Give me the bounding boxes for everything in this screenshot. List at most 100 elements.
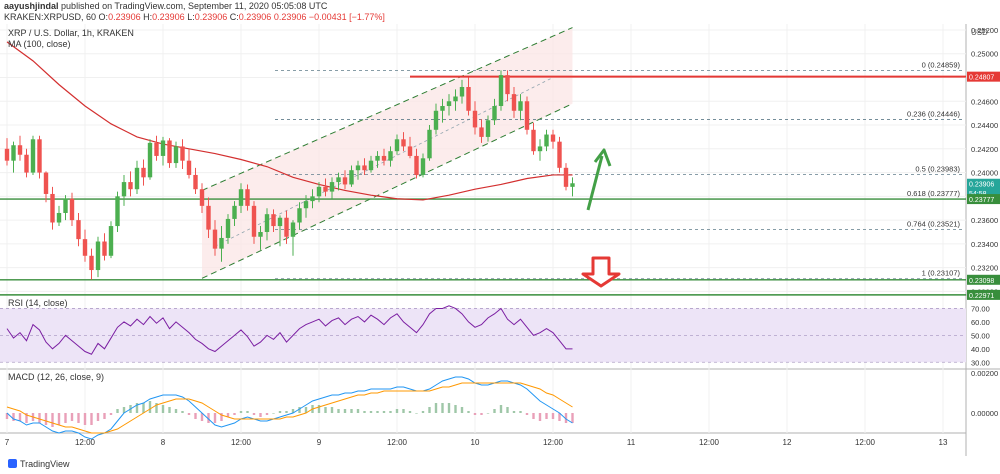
macd-histogram-bar <box>382 411 386 413</box>
candle-body <box>420 158 426 175</box>
macd-histogram-bar <box>226 413 230 417</box>
candle-body <box>505 75 510 95</box>
c-value: 0.23906 <box>238 12 272 22</box>
candle <box>199 183 205 213</box>
candle <box>37 135 42 179</box>
price-tick-label: 0.25200 <box>971 26 998 35</box>
price-tag <box>967 289 1000 300</box>
macd-histogram-bar <box>272 413 275 414</box>
macd-tick-label: 0.00200 <box>971 369 998 378</box>
o-value: 0.23906 <box>108 12 141 22</box>
macd-histogram-bar <box>200 413 204 421</box>
macd-histogram-bar <box>434 403 438 413</box>
candle <box>407 136 413 159</box>
macd-histogram-bar <box>571 413 574 423</box>
candle <box>24 148 29 178</box>
candle <box>89 248 94 280</box>
fib-level-label: 1 (0.23107) <box>922 269 961 278</box>
candle <box>394 134 400 155</box>
candle-body <box>82 239 88 256</box>
overlays: 0 (0.24859) 0.236 (0.24446) 0.5 (0.23983) 0… <box>0 27 966 296</box>
fib-level-label: 0.764 (0.23521) <box>907 220 960 229</box>
time-tick-label: 12:00 <box>231 438 252 447</box>
trading-chart[interactable]: 0 (0.24859) 0.236 (0.24446) 0.5 (0.23983) 0… <box>0 24 1000 456</box>
candle-body <box>485 120 491 137</box>
candle <box>479 119 484 143</box>
candle <box>472 101 478 135</box>
candle <box>232 201 237 227</box>
ma100-line <box>6 41 573 201</box>
candle <box>570 177 575 197</box>
candle <box>160 136 166 166</box>
candle-body <box>134 167 140 190</box>
candle-body <box>440 106 445 111</box>
macd-histogram-bar <box>525 413 529 415</box>
candle-body <box>173 146 179 164</box>
candle-body <box>50 193 55 223</box>
macd-histogram-bar <box>233 413 236 415</box>
candle <box>271 209 276 233</box>
candle <box>212 220 218 256</box>
candles <box>4 70 575 280</box>
publisher-name[interactable]: aayushjindal <box>4 1 59 11</box>
macd-histogram-bar <box>506 407 509 413</box>
brand-label[interactable]: TradingView <box>20 459 70 469</box>
macd-histogram-bar <box>564 413 568 423</box>
l-label: L: <box>187 12 195 22</box>
macd-histogram-bar <box>447 403 451 413</box>
macd-histogram-bar <box>142 403 145 413</box>
candle <box>245 184 250 211</box>
price-tick-label: 0.23200 <box>971 264 998 273</box>
macd-histogram-bar <box>174 409 178 413</box>
candle-body <box>108 226 114 256</box>
candle-body <box>362 165 367 171</box>
macd-histogram-bar <box>551 413 555 419</box>
candle <box>498 70 504 111</box>
macd-histogram-bar <box>304 407 308 413</box>
candle <box>186 148 192 179</box>
macd-pane <box>5 376 574 440</box>
main-title: XRP / U.S. Dollar, 1h, KRAKEN <box>8 28 134 38</box>
candle <box>63 195 68 221</box>
macd-histogram-bar <box>44 413 48 425</box>
macd-histogram-bar <box>486 413 490 414</box>
candle-body <box>479 127 484 137</box>
candle-body <box>193 174 198 190</box>
candle <box>251 201 257 244</box>
macd-histogram-bar <box>103 413 106 419</box>
candle-body <box>349 170 354 185</box>
candle <box>297 202 302 230</box>
candle <box>433 103 439 135</box>
macd-histogram-bar <box>363 411 366 413</box>
macd-histogram-bar <box>356 409 360 413</box>
macd-histogram-bar <box>259 413 262 417</box>
macd-histogram-bar <box>317 405 321 413</box>
candle <box>388 146 393 167</box>
h-value: 0.23906 <box>152 12 185 22</box>
macd-histogram-bar <box>168 407 171 413</box>
chart-header: aayushjindal published on TradingView.co… <box>0 0 1000 24</box>
macd-histogram-bar <box>538 413 542 421</box>
macd-histogram-bar <box>135 403 139 413</box>
price-tick-label: 0.23400 <box>971 240 998 249</box>
macd-histogram-bar <box>493 409 496 413</box>
price-tick-label: 0.23600 <box>971 216 998 225</box>
time-tick-label: 12:00 <box>855 438 876 447</box>
candle-body <box>251 205 257 237</box>
candle-body <box>206 205 211 230</box>
time-tick-label: 7 <box>5 438 10 447</box>
macd-histogram-bar <box>12 413 15 421</box>
time-tick-label: 12:00 <box>699 438 720 447</box>
price-tag-label: 0.22971 <box>969 293 994 300</box>
candle <box>505 70 510 102</box>
ohlc-line: KRAKEN:XRPUSD, 60 O:0.23906 H:0.23906 L:… <box>4 12 385 22</box>
published-text: published on TradingView.com, September … <box>61 1 328 11</box>
currency-label: USD <box>971 28 988 37</box>
rsi-tick-label: 50.00 <box>971 331 990 340</box>
channel-lower-line <box>201 103 573 279</box>
candle-body <box>69 198 75 221</box>
price-tick-label: 0.24000 <box>971 169 998 178</box>
macd-histogram-bar <box>25 413 28 423</box>
candle-body <box>76 220 81 240</box>
macd-label: MACD (12, 26, close, 9) <box>8 372 104 382</box>
